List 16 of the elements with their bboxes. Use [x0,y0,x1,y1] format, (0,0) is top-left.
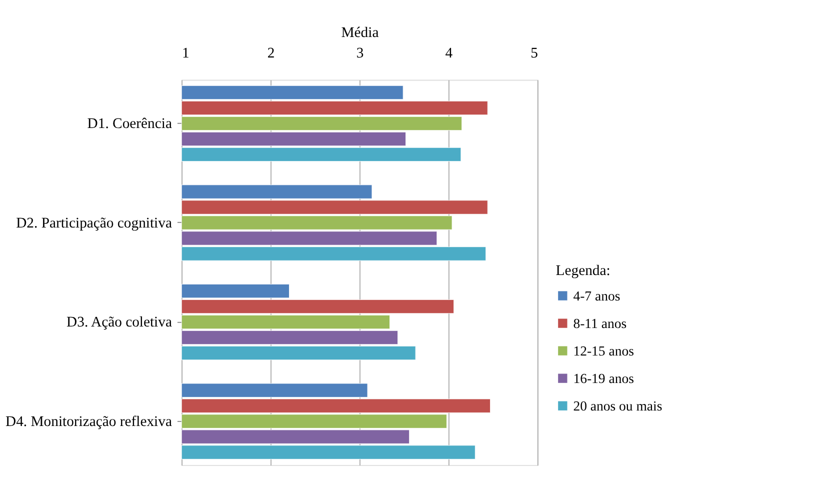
legend-title: Legenda: [556,263,610,280]
x-tick-label: 1 [182,45,190,62]
x-tick-label: 2 [267,45,275,62]
x-tick-label: 4 [445,45,454,62]
y-tick-label: D1. Coerência [87,116,172,132]
x-tick-label: 3 [356,45,364,62]
legend-label: 8-11 anos [573,316,627,331]
y-tick-label: D2. Participação cognitiva [16,215,172,232]
legend-label: 20 anos ou mais [573,398,662,414]
legend-label: 4-7 anos [573,288,620,304]
x-axis-title: Média [341,25,380,42]
y-tick-label: D4. Monitorização reflexiva [6,414,172,430]
legend-label: 16-19 anos [573,370,634,386]
y-tick-label: D3. Ação coletiva [66,314,172,331]
x-tick-label: 5 [530,45,538,62]
legend-label: 12-15 anos [573,343,634,358]
